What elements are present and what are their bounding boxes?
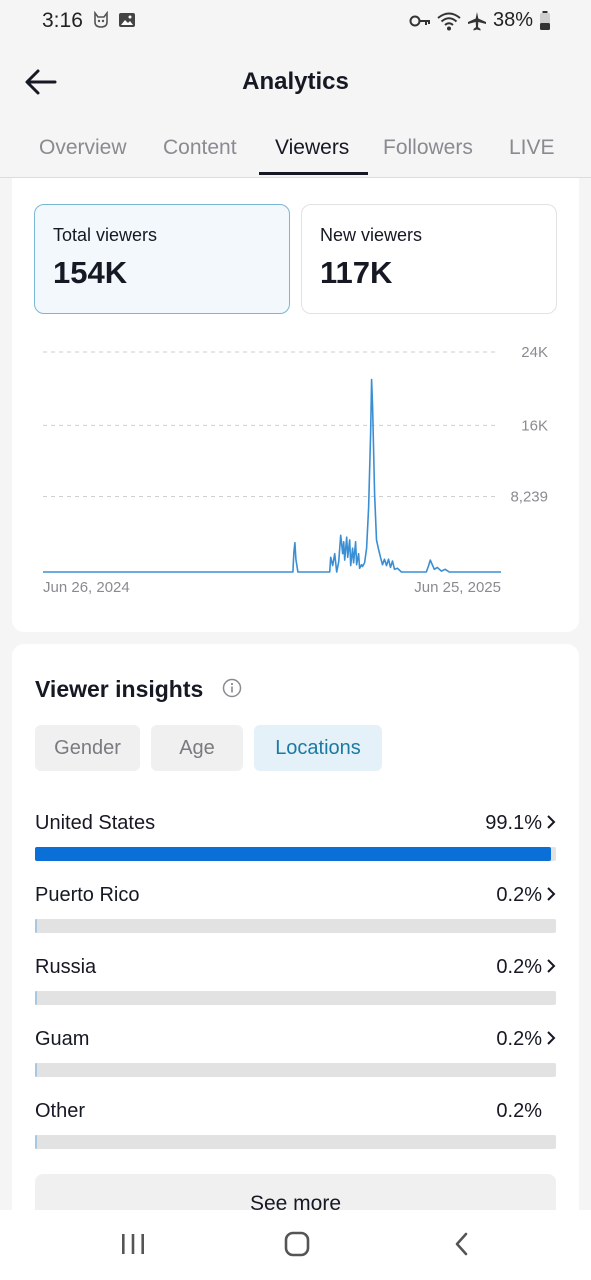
system-nav-bar bbox=[0, 1210, 591, 1280]
viewer-insights-title: Viewer insights bbox=[35, 676, 204, 702]
viewer-insights-card: Viewer insights Gender Age Locations Uni… bbox=[12, 644, 579, 1280]
viewers-line-chart: 24K 16K 8,239 Jun 26, 2024 Jun 25, 2025 bbox=[43, 344, 548, 596]
wifi-icon bbox=[437, 12, 461, 30]
location-bar-track bbox=[35, 1063, 556, 1077]
chevron-right-icon bbox=[547, 815, 556, 829]
location-percent: 0.2% bbox=[496, 884, 542, 906]
location-name: Other bbox=[35, 1100, 86, 1122]
back-icon[interactable] bbox=[452, 1230, 472, 1258]
vpn-key-icon bbox=[409, 15, 430, 26]
viewers-card: Total viewers 154K New viewers 117K 24K 1… bbox=[12, 178, 579, 632]
location-percent: 99.1% bbox=[485, 812, 542, 834]
location-bar-track bbox=[35, 847, 556, 861]
x-tick-label-start: Jun 26, 2024 bbox=[43, 579, 130, 596]
chevron-right-icon bbox=[547, 1031, 556, 1045]
location-bar-track bbox=[35, 919, 556, 933]
new-viewers-metric[interactable]: New viewers 117K bbox=[301, 204, 557, 314]
status-bar: 3:16 bbox=[0, 0, 591, 44]
tab-live[interactable]: LIVE bbox=[509, 136, 555, 159]
chip-locations[interactable]: Locations bbox=[254, 725, 382, 771]
back-button[interactable] bbox=[22, 64, 60, 100]
location-name: United States bbox=[35, 812, 156, 834]
analytics-tabs: Overview Content Viewers Followers LIVE bbox=[0, 124, 591, 178]
location-row-puerto-rico[interactable]: Puerto Rico 0.2% bbox=[35, 884, 556, 944]
tab-followers[interactable]: Followers bbox=[383, 136, 473, 159]
chart-grid: 24K 16K 8,239 bbox=[43, 344, 548, 505]
location-name: Puerto Rico bbox=[35, 884, 140, 906]
location-bar-fill bbox=[35, 847, 552, 861]
location-row-guam[interactable]: Guam 0.2% bbox=[35, 1028, 556, 1088]
location-name: Guam bbox=[35, 1028, 90, 1050]
y-tick-label: 16K bbox=[521, 417, 548, 434]
location-bar-fill bbox=[35, 919, 37, 933]
airplane-icon bbox=[467, 11, 486, 30]
location-bar-fill bbox=[35, 1063, 37, 1077]
image-notification-icon bbox=[119, 13, 135, 27]
tab-viewers[interactable]: Viewers bbox=[275, 136, 350, 159]
app-header: Analytics bbox=[0, 56, 591, 108]
location-row-other: Other 0.2% bbox=[35, 1100, 556, 1160]
location-percent: 0.2% bbox=[496, 1028, 542, 1050]
viewers-series-line bbox=[43, 378, 501, 573]
arrow-left-icon bbox=[25, 69, 57, 95]
location-bar-fill bbox=[35, 1135, 37, 1149]
location-row-united-states[interactable]: United States 99.1% bbox=[35, 812, 556, 872]
total-viewers-value: 154K bbox=[53, 255, 128, 290]
total-viewers-metric[interactable]: Total viewers 154K bbox=[34, 204, 290, 314]
new-viewers-label: New viewers bbox=[320, 225, 423, 245]
battery-percent: 38% bbox=[492, 9, 533, 31]
location-bar-track bbox=[35, 1135, 556, 1149]
total-viewers-label: Total viewers bbox=[53, 225, 158, 245]
status-time: 3:16 bbox=[42, 9, 83, 32]
active-tab-indicator bbox=[259, 172, 368, 175]
status-notification-icons bbox=[92, 11, 136, 29]
location-percent: 0.2% bbox=[496, 1100, 542, 1122]
chevron-right-icon bbox=[547, 887, 556, 901]
y-tick-label: 24K bbox=[521, 344, 548, 361]
tab-content[interactable]: Content bbox=[163, 136, 237, 159]
page-title: Analytics bbox=[242, 68, 349, 95]
chevron-right-icon bbox=[547, 959, 556, 973]
location-name: Russia bbox=[35, 956, 97, 978]
home-icon[interactable] bbox=[283, 1230, 311, 1258]
battery-icon bbox=[540, 10, 550, 30]
y-tick-label: 8,239 bbox=[510, 488, 548, 505]
new-viewers-value: 117K bbox=[320, 255, 393, 290]
tab-overview[interactable]: Overview bbox=[39, 136, 127, 159]
recent-apps-icon[interactable] bbox=[120, 1230, 146, 1258]
location-bar-fill bbox=[35, 991, 37, 1005]
location-bar-track bbox=[35, 991, 556, 1005]
cat-notification-icon bbox=[94, 11, 108, 28]
status-right-icons: 38% bbox=[409, 9, 551, 32]
info-icon[interactable] bbox=[222, 678, 242, 698]
location-percent: 0.2% bbox=[496, 956, 542, 978]
location-row-russia[interactable]: Russia 0.2% bbox=[35, 956, 556, 1016]
chip-gender[interactable]: Gender bbox=[35, 725, 140, 771]
chip-age[interactable]: Age bbox=[151, 725, 243, 771]
x-tick-label-end: Jun 25, 2025 bbox=[414, 579, 501, 596]
